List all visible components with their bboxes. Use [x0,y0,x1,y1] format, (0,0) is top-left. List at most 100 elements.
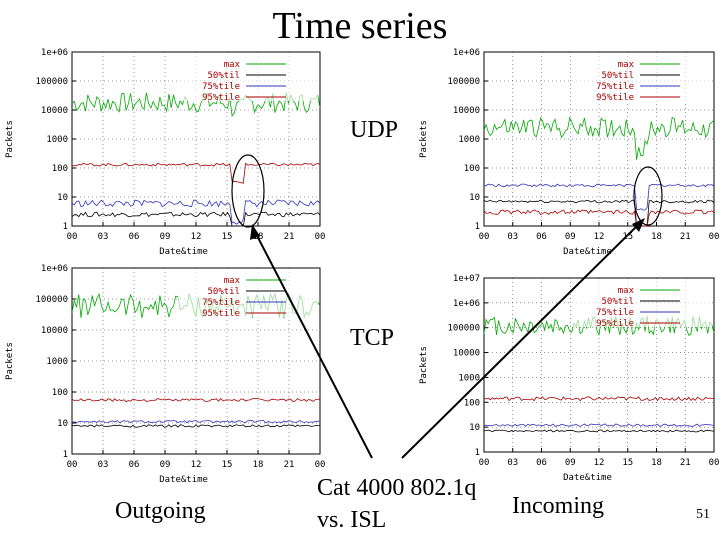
udp-label: UDP [350,117,399,143]
x-tick-label: 06 [536,232,547,242]
legend-label: max [224,276,241,286]
x-tick-label: 00 [315,232,326,242]
y-tick-label: 1 [63,450,68,460]
x-tick-label: 06 [129,232,140,242]
y-tick-label: 1 [475,222,480,232]
x-tick-label: 09 [565,232,576,242]
x-tick-label: 03 [98,232,109,242]
x-tick-label: 00 [709,458,720,468]
x-tick-label: 18 [253,232,264,242]
x-tick-label: 21 [284,460,295,470]
legend-label: 75%tile [202,82,240,92]
legend-box [572,281,712,327]
series-line-75pcttile [71,199,321,225]
x-tick-label: 15 [222,232,233,242]
x-axis-label: Date&time [159,475,208,485]
y-tick-label: 100000 [35,295,68,305]
y-axis-label: Packets [5,342,15,380]
y-tick-label: 100 [52,388,68,398]
y-tick-label: 10000 [453,349,480,359]
legend-label: max [618,286,635,296]
x-tick-label: 15 [622,458,633,468]
y-tick-label: 100 [464,398,480,408]
legend-label: 50%til [207,71,240,81]
legend-label: max [224,60,241,70]
cat-label-line1: Cat 4000 802.1q [317,475,477,501]
x-tick-label: 03 [507,458,518,468]
y-tick-label: 100 [464,164,480,174]
y-tick-label: 100000 [447,77,480,87]
cat-label-line2: vs. ISL [317,507,387,533]
x-tick-label: 00 [67,232,78,242]
series-line-75pcttile [484,183,715,211]
x-tick-label: 00 [709,232,720,242]
legend-label: 75%tile [202,298,240,308]
legend-box [572,55,712,101]
slide-title: Time series [272,5,448,47]
legend-label: 75%tile [596,82,634,92]
chart-udp-incoming: 1 10 100 1000 10000 100000 1e+06 00 03 06 09 12 15 18… [419,48,720,257]
x-tick-label: 09 [160,460,171,470]
chart-udp-outgoing: 1 10 100 1000 10000 100000 1e+06 00 03 06 09 12 15 18… [5,48,326,257]
y-tick-label: 1000 [46,135,68,145]
y-tick-label: 10 [469,423,480,433]
x-tick-label: 09 [160,232,171,242]
y-tick-label: 10 [57,193,68,203]
outgoing-label: Outgoing [115,498,206,524]
legend-box [178,55,318,101]
series-line-95pcttile [483,209,715,227]
x-tick-label: 12 [191,232,202,242]
series-line-max [483,116,715,160]
x-tick-label: 12 [594,458,605,468]
y-tick-label: 100000 [447,324,480,334]
y-tick-label: 10000 [41,106,68,116]
chart-tcp-incoming: 1 10 100 1000 10000 100000 1e+06 1e+07 00 03 06 09 1… [419,274,720,483]
x-tick-label: 00 [479,232,490,242]
series-line-75pcttile [71,420,321,424]
x-tick-label: 03 [98,460,109,470]
y-tick-label: 1000 [458,373,480,383]
x-tick-label: 00 [479,458,490,468]
x-tick-label: 21 [284,232,295,242]
y-tick-label: 10000 [453,106,480,116]
x-tick-label: 00 [315,460,326,470]
x-tick-label: 12 [191,460,202,470]
y-tick-label: 1e+07 [453,274,480,284]
y-tick-label: 1 [475,448,480,458]
legend-label: 50%til [601,297,634,307]
legend-label: 95%tile [596,93,634,103]
legend-label: 95%tile [202,93,240,103]
legend-label: 95%tile [596,319,634,329]
x-axis-label: Date&time [563,247,612,257]
legend-label: 95%tile [202,309,240,319]
x-tick-label: 00 [67,460,78,470]
x-tick-label: 09 [565,458,576,468]
legend-label: 50%til [601,71,634,81]
x-tick-label: 15 [222,460,233,470]
x-axis-label: Date&time [159,247,208,257]
y-tick-label: 1e+06 [41,48,68,58]
y-axis-label: Packets [5,120,15,158]
series-line-50pcttil [71,211,321,227]
tcp-label: TCP [350,325,395,351]
series-line-50pcttil [483,199,715,227]
x-tick-label: 21 [680,458,691,468]
x-tick-label: 06 [129,460,140,470]
series-line-max [71,91,321,117]
x-tick-label: 12 [594,232,605,242]
series-line-50pcttil [71,424,320,428]
y-tick-label: 1000 [458,135,480,145]
y-tick-label: 10 [469,193,480,203]
x-tick-label: 15 [622,232,633,242]
y-tick-label: 100000 [35,77,68,87]
x-tick-label: 06 [536,458,547,468]
incoming-label: Incoming [512,493,604,519]
x-tick-label: 18 [651,232,662,242]
legend-label: max [618,60,635,70]
x-tick-label: 18 [651,458,662,468]
x-axis-label: Date&time [563,473,612,483]
x-tick-label: 21 [680,232,691,242]
y-tick-label: 1000 [46,357,68,367]
y-axis-label: Packets [419,346,429,384]
y-tick-label: 1e+06 [453,299,480,309]
